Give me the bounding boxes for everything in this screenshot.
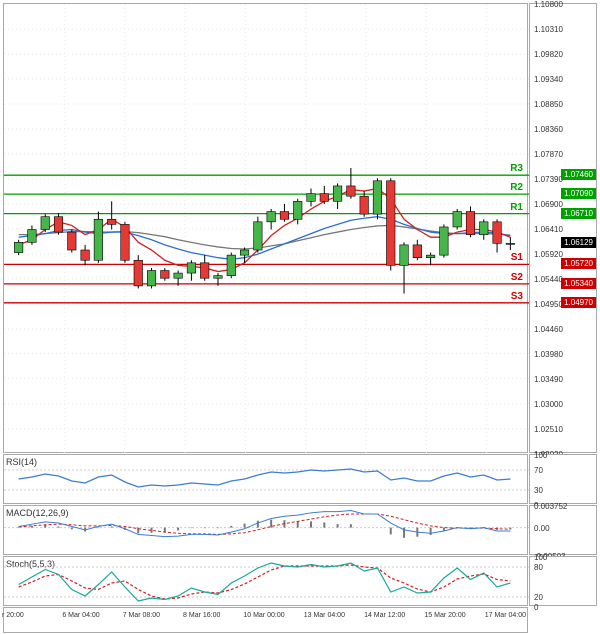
stoch-y-axis: 02080100	[529, 556, 597, 606]
rsi-panel[interactable]: RSI(14)	[3, 454, 528, 504]
price-panel[interactable]: R3R2R1S1S2S3	[3, 3, 528, 453]
macd-y-axis: -0.005030.000.003752	[529, 505, 597, 555]
rsi-y-axis: 03070100	[529, 454, 597, 504]
macd-panel[interactable]: MACD(12,26,9)	[3, 505, 528, 555]
trading-chart: R3R2R1S1S2S3 1.020201.025101.030001.0349…	[0, 0, 600, 634]
stoch-panel[interactable]: Stoch(5,5,3)	[3, 556, 528, 606]
price-y-axis: 1.020201.025101.030001.034901.039801.044…	[529, 3, 597, 453]
time-x-axis: r 20:006 Mar 04:007 Mar 08:008 Mar 16:00…	[3, 607, 528, 633]
